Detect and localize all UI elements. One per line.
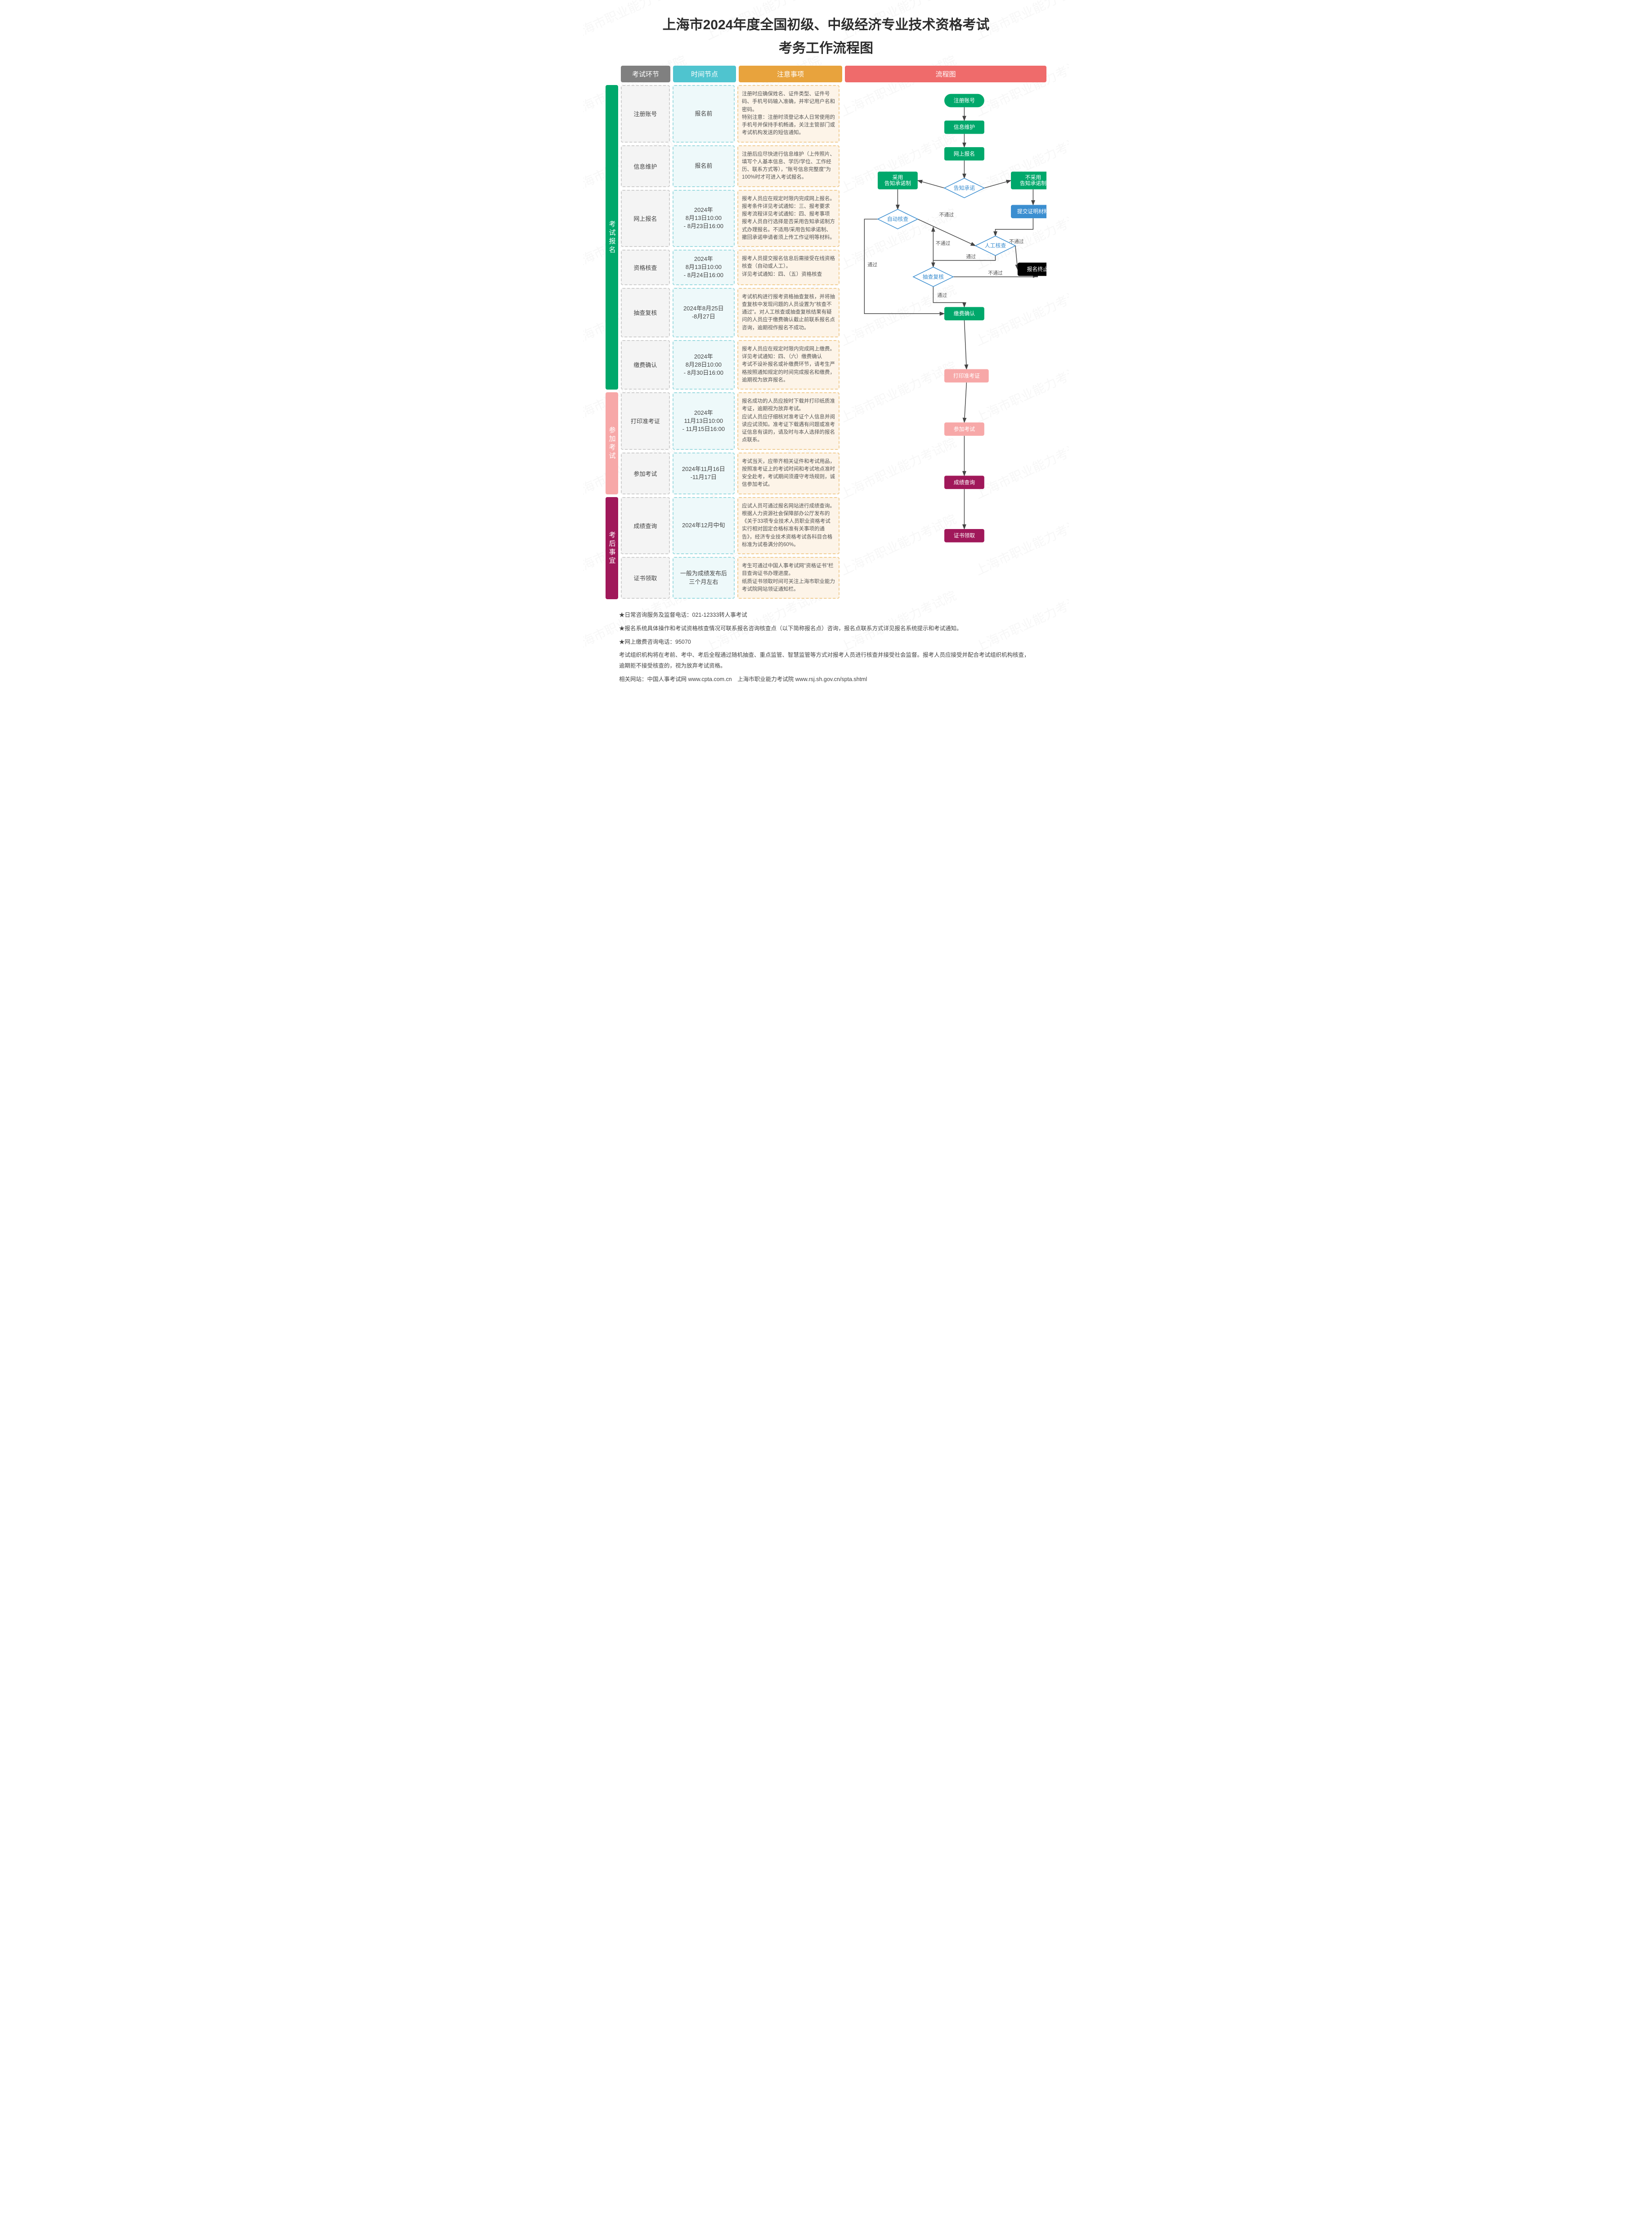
cell-time: 2024年 8月28日10:00 - 8月30日16:00 (673, 340, 735, 390)
cell-time: 2024年 11月13日10:00 - 11月15日16:00 (673, 392, 735, 450)
table-row: 信息维护报名前注册后应尽快进行信息维护（上传照片、填写个人基本信息、学历/学位、… (621, 145, 839, 187)
footer-line: 相关网站：中国人事考试网 www.cpta.com.cn 上海市职业能力考试院 … (619, 674, 1033, 685)
svg-text:参加考试: 参加考试 (954, 426, 975, 432)
cell-step: 抽查复核 (621, 288, 670, 337)
hdr-time: 时间节点 (673, 66, 736, 82)
cell-time: 一般为成绩发布后 三个月左右 (673, 557, 735, 599)
svg-text:自动核查: 自动核查 (887, 216, 908, 222)
footer-notes: ★日常咨询服务及监督电话：021-12333转人事考试 ★报名系统具体操作和考试资… (606, 610, 1046, 685)
column-headers: 考试环节 时间节点 注意事项 流程图 (606, 66, 1046, 82)
stage-block-exam: 打印准考证2024年 11月13日10:00 - 11月15日16:00报名成功… (621, 392, 839, 494)
hdr-step: 考试环节 (621, 66, 670, 82)
cell-note: 注册时应确保姓名、证件类型、证件号码、手机号码输入准确，并牢记用户名和密码。 特… (737, 85, 839, 143)
hdr-note: 注意事项 (739, 66, 842, 82)
cell-step: 资格核查 (621, 250, 670, 285)
footer-line: ★报名系统具体操作和考试资格核查情况可联系报名咨询核查点（以下简称报名点）咨询，… (619, 623, 1033, 634)
hdr-flow: 流程图 (845, 66, 1046, 82)
svg-text:通过: 通过 (966, 254, 976, 260)
cell-note: 考试当天，应带齐相关证件和考试用品，按照准考证上的考试时间和考试地点准时安全赴考… (737, 453, 839, 494)
cell-time: 2024年12月中旬 (673, 497, 735, 555)
cell-note: 考生可通过中国人事考试网"资格证书"栏目查询证书办理进度。 纸质证书领取时间可关… (737, 557, 839, 599)
cell-time: 2024年 8月13日10:00 - 8月23日16:00 (673, 190, 735, 247)
flowchart-column: 不通过通过通过不通过不通过通过不通过注册账号信息维护网上报名告知承诺采用告知承诺… (842, 85, 1046, 599)
cell-step: 证书领取 (621, 557, 670, 599)
svg-text:不通过: 不通过 (936, 240, 951, 246)
svg-text:提交证明材料: 提交证明材料 (1017, 208, 1046, 215)
cell-note: 注册后应尽快进行信息维护（上传照片、填写个人基本信息、学历/学位、工作经历、联系… (737, 145, 839, 187)
cell-step: 注册账号 (621, 85, 670, 143)
cell-step: 网上报名 (621, 190, 670, 247)
svg-text:人工核查: 人工核查 (985, 242, 1006, 249)
stage-block-reg: 注册账号报名前注册时应确保姓名、证件类型、证件号码、手机号码输入准确，并牢记用户… (621, 85, 839, 390)
cell-note: 报考人员应在规定时限内完成网上报名。 报考条件详见考试通知：三、报考要求 报考流… (737, 190, 839, 247)
table-row: 参加考试2024年11月16日 -11月17日考试当天，应带齐相关证件和考试用品… (621, 453, 839, 494)
cell-time: 报名前 (673, 145, 735, 187)
svg-text:抽查复核: 抽查复核 (923, 274, 944, 280)
flowchart-svg: 不通过通过通过不通过不通过通过不通过注册账号信息维护网上报名告知承诺采用告知承诺… (842, 85, 1046, 599)
cell-time: 2024年 8月13日10:00 - 8月24日16:00 (673, 250, 735, 285)
cell-note: 报考人员应在规定时限内完成网上缴费。详见考试通知：四、（六）缴费确认 考试不设补… (737, 340, 839, 390)
cell-note: 报名成功的人员应按时下载并打印纸质准考证，逾期视为放弃考试。 应试人员应仔细核对… (737, 392, 839, 450)
svg-text:网上报名: 网上报名 (954, 151, 975, 157)
table-row: 抽查复核2024年8月25日 -8月27日考试机构进行报考资格抽查复核，并将抽查… (621, 288, 839, 337)
stage-labels-column: 考试报名参加考试考后事宜 (606, 85, 618, 599)
table-row: 注册账号报名前注册时应确保姓名、证件类型、证件号码、手机号码输入准确，并牢记用户… (621, 85, 839, 143)
svg-text:成绩查询: 成绩查询 (954, 479, 975, 485)
svg-text:信息维护: 信息维护 (954, 124, 975, 130)
table-row: 缴费确认2024年 8月28日10:00 - 8月30日16:00报考人员应在规… (621, 340, 839, 390)
footer-line: ★网上缴费咨询电话：95070 (619, 637, 1033, 648)
cell-time: 2024年8月25日 -8月27日 (673, 288, 735, 337)
svg-text:缴费确认: 缴费确认 (954, 310, 975, 317)
cell-step: 打印准考证 (621, 392, 670, 450)
svg-text:不通过: 不通过 (939, 212, 954, 218)
cell-step: 参加考试 (621, 453, 670, 494)
cell-time: 报名前 (673, 85, 735, 143)
svg-text:注册账号: 注册账号 (954, 97, 975, 103)
stage-label-reg: 考试报名 (606, 85, 618, 390)
footer-line: 考试组织机构将在考前、考中、考后全程通过随机抽查、重点监管、智慧监管等方式对报考… (619, 650, 1033, 672)
title-line1: 上海市2024年度全国初级、中级经济专业技术资格考试 (606, 13, 1046, 33)
svg-text:不通过: 不通过 (988, 270, 1003, 276)
stage-label-post: 考后事宜 (606, 497, 618, 599)
svg-text:通过: 通过 (937, 292, 947, 298)
svg-text:证书领取: 证书领取 (954, 533, 975, 539)
svg-text:打印准考证: 打印准考证 (953, 372, 980, 379)
cell-note: 应试人员可通过报名网站进行成绩查询。根据人力资源社会保障部办公厅发布的《关于33… (737, 497, 839, 555)
cell-note: 考试机构进行报考资格抽查复核，并将抽查复核中发现问题的人员设置为"核查不通过"。… (737, 288, 839, 337)
table-row: 成绩查询2024年12月中旬应试人员可通过报名网站进行成绩查询。根据人力资源社会… (621, 497, 839, 555)
cell-step: 缴费确认 (621, 340, 670, 390)
cell-step: 成绩查询 (621, 497, 670, 555)
cell-note: 报考人员提交报名信息后需接受在线资格核查（自动或人工）。 详见考试通知：四、（五… (737, 250, 839, 285)
svg-text:报名终止: 报名终止 (1027, 266, 1046, 273)
svg-text:通过: 通过 (867, 262, 877, 268)
title-line2: 考务工作流程图 (606, 37, 1046, 57)
table-row: 打印准考证2024年 11月13日10:00 - 11月15日16:00报名成功… (621, 392, 839, 450)
cell-time: 2024年11月16日 -11月17日 (673, 453, 735, 494)
footer-line: ★日常咨询服务及监督电话：021-12333转人事考试 (619, 610, 1033, 621)
table-row: 网上报名2024年 8月13日10:00 - 8月23日16:00报考人员应在规… (621, 190, 839, 247)
cell-step: 信息维护 (621, 145, 670, 187)
table-row: 资格核查2024年 8月13日10:00 - 8月24日16:00报考人员提交报… (621, 250, 839, 285)
table-row: 证书领取一般为成绩发布后 三个月左右考生可通过中国人事考试网"资格证书"栏目查询… (621, 557, 839, 599)
stage-label-exam: 参加考试 (606, 392, 618, 494)
svg-text:告知承诺: 告知承诺 (954, 185, 975, 191)
table-column: 注册账号报名前注册时应确保姓名、证件类型、证件号码、手机号码输入准确，并牢记用户… (621, 85, 839, 599)
stage-block-post: 成绩查询2024年12月中旬应试人员可通过报名网站进行成绩查询。根据人力资源社会… (621, 497, 839, 599)
